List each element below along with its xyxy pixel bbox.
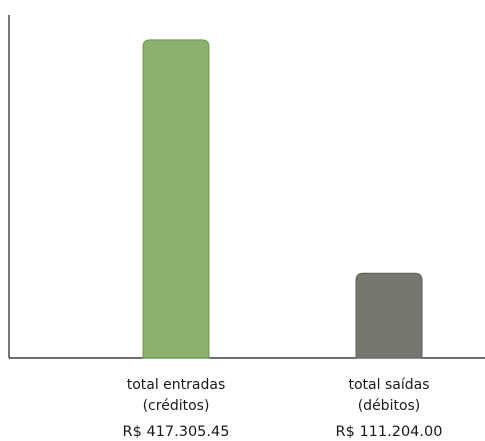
category-label-line1: total entradas [127,377,226,393]
bars-group [142,39,423,359]
value-labels: R$ 417.305.45 R$ 111.204.00 [123,424,443,440]
value-label: R$ 111.204.00 [336,424,443,440]
category-labels: total entradas (créditos) total saídas (… [127,377,430,414]
value-label: R$ 417.305.45 [123,424,230,440]
category-label-line2: (débitos) [358,398,421,414]
plot-area [8,15,485,359]
bar [355,272,423,359]
category-label-line1: total saídas [349,377,430,393]
category-label-line2: (créditos) [143,398,210,414]
bar [142,39,210,359]
